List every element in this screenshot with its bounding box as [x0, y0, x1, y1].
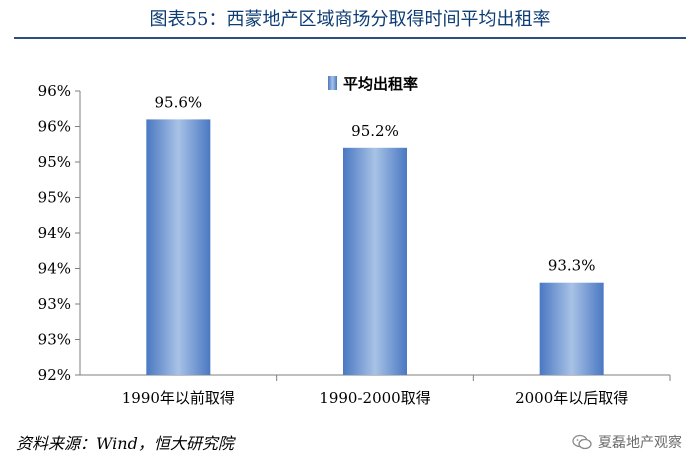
y-tick-label: 93% — [38, 295, 71, 313]
data-label: 95.6% — [155, 93, 203, 111]
bar — [343, 147, 407, 375]
bar-chart: 92% 93% 93% 94% 94% 95% 95% 96% 96% 95.6% 1990年以前取… — [38, 75, 671, 407]
y-tick-label: 96% — [38, 118, 71, 136]
category-label: 2000年以后取得 — [515, 389, 628, 407]
bar — [539, 282, 604, 375]
y-tick-label: 94% — [38, 224, 71, 242]
category-label: 1990年以前取得 — [122, 389, 235, 407]
y-tick-label: 94% — [38, 260, 71, 278]
data-label: 93.3% — [548, 257, 596, 275]
bar — [146, 119, 211, 376]
category-label: 1990-2000取得 — [319, 389, 430, 407]
y-tick-label: 95% — [38, 153, 71, 171]
watermark: 夏磊地产观察 — [572, 432, 682, 452]
wechat-icon — [572, 434, 592, 450]
title-divider — [14, 37, 686, 39]
legend-swatch — [328, 76, 337, 90]
y-tick-label: 92% — [38, 366, 71, 384]
data-label: 95.2% — [351, 122, 399, 140]
y-tick-label: 96% — [38, 82, 71, 100]
legend-label: 平均出租率 — [343, 75, 418, 93]
source-note: 资料来源：Wind，恒大研究院 — [16, 434, 234, 453]
watermark-text: 夏磊地产观察 — [598, 435, 682, 451]
y-tick-label: 93% — [38, 331, 71, 349]
chart-title: 图表55：西蒙地产区域商场分取得时间平均出租率 — [149, 9, 551, 30]
y-tick-label: 95% — [38, 189, 71, 207]
